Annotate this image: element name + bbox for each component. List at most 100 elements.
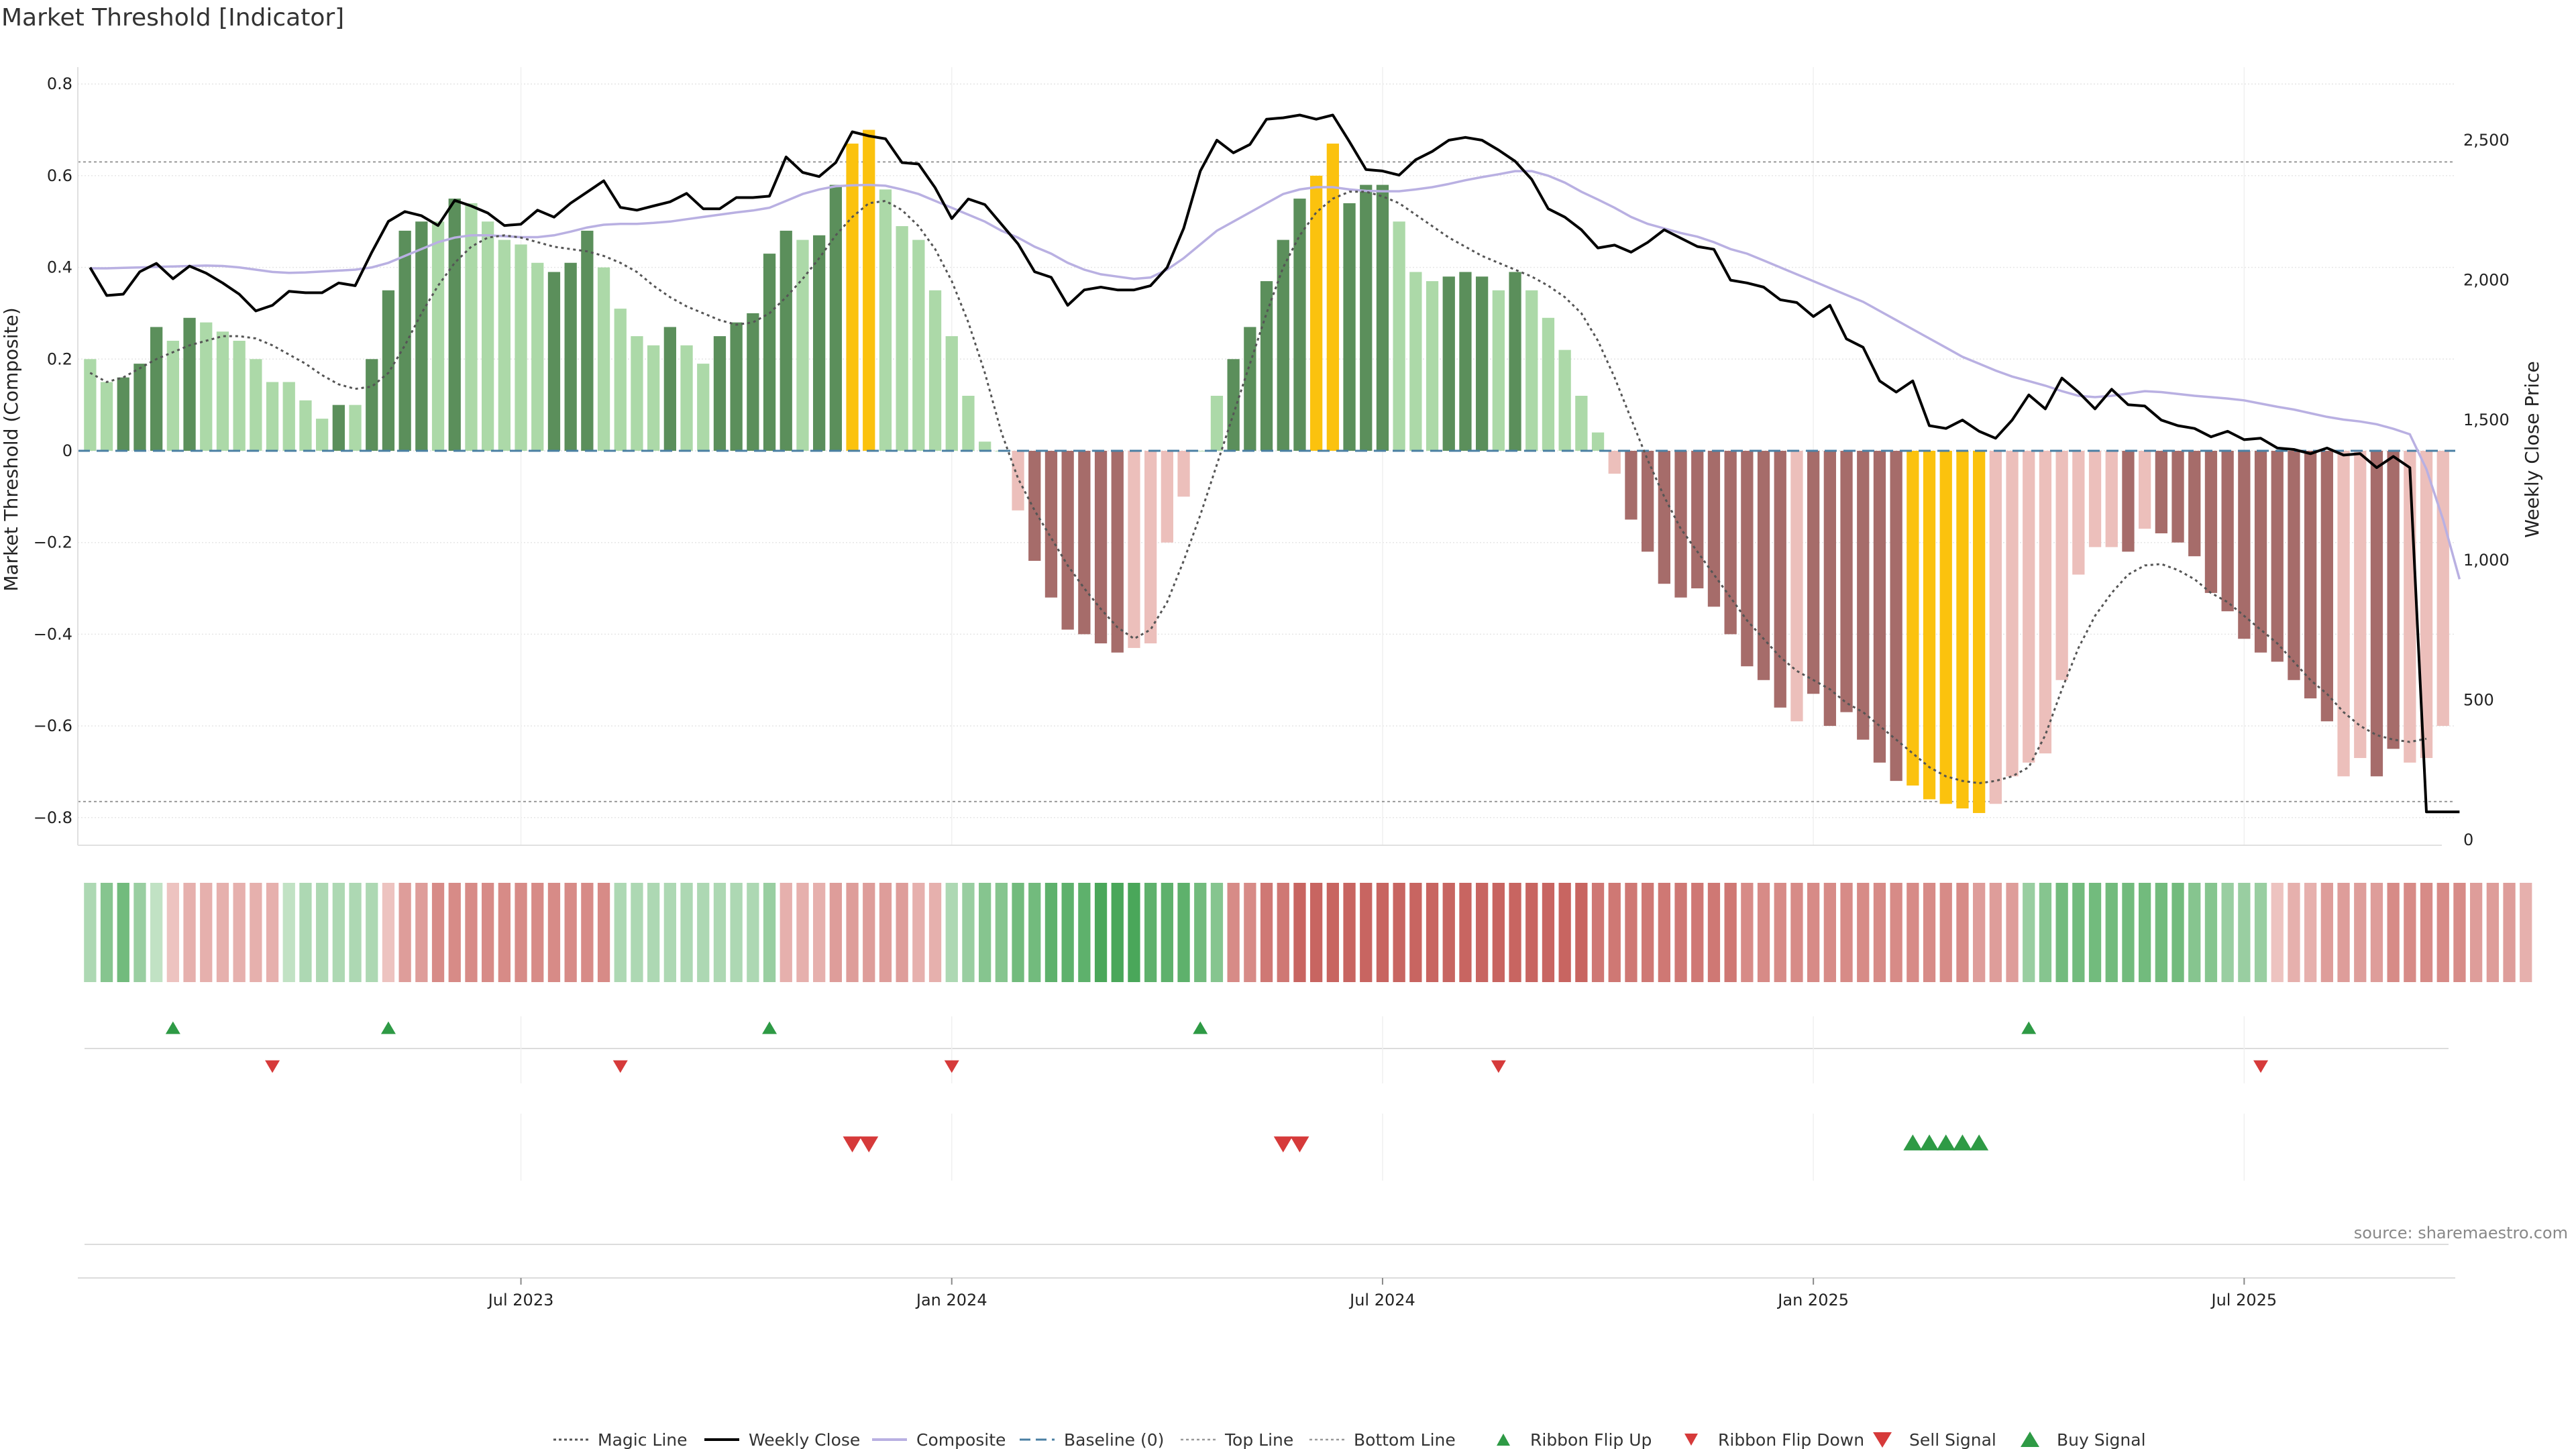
threshold-bar [2055,451,2068,680]
ribbon-cell [713,883,727,982]
ribbon-cell [2520,883,2532,982]
threshold-bar [133,364,146,451]
threshold-bar [1823,451,1836,727]
threshold-bar [531,262,544,451]
ribbon-cell [1525,883,1538,982]
ribbon-cell [1128,883,1140,982]
threshold-bar [100,382,113,451]
threshold-bar [1642,451,1654,552]
threshold-bar [1426,281,1439,451]
threshold-bar [1442,276,1455,451]
ribbon-flip-panel [85,1016,2449,1083]
ribbon-cell [1277,883,1289,982]
ribbon-cell [431,883,445,982]
sell-signal-marker [1273,1136,1293,1152]
threshold-bar [763,254,776,451]
ribbon-cell [1227,883,1240,982]
legend-item[interactable]: Magic Line [553,1430,688,1449]
source-note: source: sharemaestro.com [2354,1224,2568,1242]
ribbon-cell [1890,883,1902,982]
legend-label: Bottom Line [1354,1430,1456,1449]
threshold-bar [150,327,163,451]
threshold-bar [1161,451,1173,543]
threshold-bar [614,309,627,451]
ribbon-cell [398,883,411,982]
ribbon-cell [2006,883,2019,982]
legend-item[interactable]: Ribbon Flip Up [1497,1430,1652,1449]
ribbon-cell [2271,883,2284,982]
y-axis-left-label: Market Threshold (Composite) [0,307,22,591]
y-tick-right: 0 [2463,830,2473,849]
ribbon-cell [1542,883,1555,982]
ribbon-cell [846,883,859,982]
threshold-bar [1707,451,1721,607]
ribbon-cell [2122,883,2135,982]
ribbon-cell [2304,883,2317,982]
threshold-bar [945,336,958,451]
series-lines [78,113,2461,814]
ribbon-cell [2337,883,2350,982]
ribbon-cell [349,883,362,982]
ribbon-cell [2387,883,2400,982]
buy-signal-marker [1936,1134,1955,1150]
axes: 0.8 0.6 0.4 0.2 0 −0.2 −0.4 −0.6 −0.8 2,500 2,000 1… [34,67,2510,849]
threshold-bar [183,317,196,451]
threshold-bar [796,239,809,451]
ribbon-cell [100,883,113,982]
ribbon-cell [1956,883,1969,982]
legend-item[interactable]: Baseline (0) [1020,1430,1164,1449]
legend-item[interactable]: Ribbon Flip Down [1684,1430,1864,1449]
ribbon-cell [763,883,776,982]
threshold-bar [415,221,428,451]
threshold-bar [1094,451,1108,644]
legend[interactable]: Magic Line Weekly Close Composite Baseline … [553,1430,2146,1449]
threshold-bar [663,327,676,451]
ribbon-cell [1642,883,1654,982]
threshold-bar [1293,199,1306,451]
threshold-bar [166,340,179,451]
ribbon-cell [1509,883,1521,982]
ribbon-cell [1823,883,1836,982]
ribbon-cell [2404,883,2416,982]
ribbon-cell [1161,883,1173,982]
threshold-bar [2436,451,2449,727]
legend-item[interactable]: Sell Signal [1873,1430,1996,1449]
legend-item[interactable]: Top Line [1181,1430,1293,1449]
threshold-bar [1111,451,1124,653]
threshold-bar [829,184,842,451]
threshold-bar [266,382,279,451]
threshold-bar [316,419,329,451]
ribbon-cell [366,883,378,982]
threshold-bar [299,400,312,451]
ribbon-flip-up-marker [1193,1021,1208,1034]
ribbon-cell [1923,883,1936,982]
ribbon-cell [482,883,494,982]
legend-item[interactable]: Composite [872,1430,1006,1449]
threshold-bar [1857,451,1870,740]
ribbon-cell [266,883,279,982]
threshold-bar [1674,451,1687,598]
threshold-bar [250,359,262,451]
threshold-bar [448,199,461,451]
ribbon-cell [1094,883,1108,982]
threshold-bar [2320,451,2333,722]
legend-item[interactable]: Weekly Close [704,1430,860,1449]
ribbon-cell [2238,883,2251,982]
y-tick-left: 0.8 [47,74,72,93]
legend-swatch-sell-icon [1873,1432,1892,1448]
ribbon-cell [1790,883,1803,982]
threshold-bar [697,364,710,451]
legend-label: Ribbon Flip Up [1530,1430,1652,1449]
legend-item[interactable]: Buy Signal [2021,1430,2146,1449]
ribbon-cell [1973,883,1986,982]
threshold-bar [2188,451,2201,557]
buy-signal-marker [1970,1134,1989,1150]
sell-signal-marker [843,1136,862,1152]
ribbon-cell [1260,883,1273,982]
threshold-bar [2006,451,2019,777]
ribbon-cell [233,883,246,982]
threshold-bar [498,239,511,451]
legend-item[interactable]: Bottom Line [1309,1430,1456,1449]
threshold-bar [1492,290,1505,451]
ribbon-cell [2254,883,2267,982]
